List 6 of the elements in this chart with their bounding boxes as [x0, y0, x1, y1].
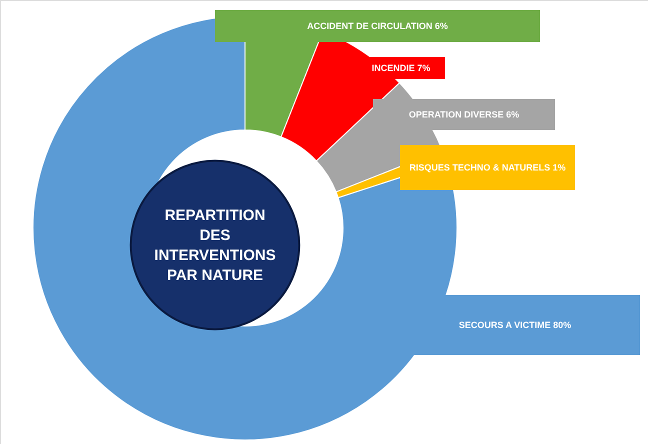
- slice-label: ACCIDENT DE CIRCULATION 6%: [307, 21, 448, 31]
- text: REPARTITION DES INTERVENTIONS PAR NATURE: [154, 207, 276, 284]
- slice-label: RISQUES TECHNO & NATURELS 1%: [409, 162, 566, 172]
- slice-label: OPERATION DIVERSE 6%: [408, 110, 520, 120]
- slice-label: INCENDIE 7%: [372, 63, 430, 73]
- slice-label: SECOURS A VICTIME 80%: [458, 320, 572, 330]
